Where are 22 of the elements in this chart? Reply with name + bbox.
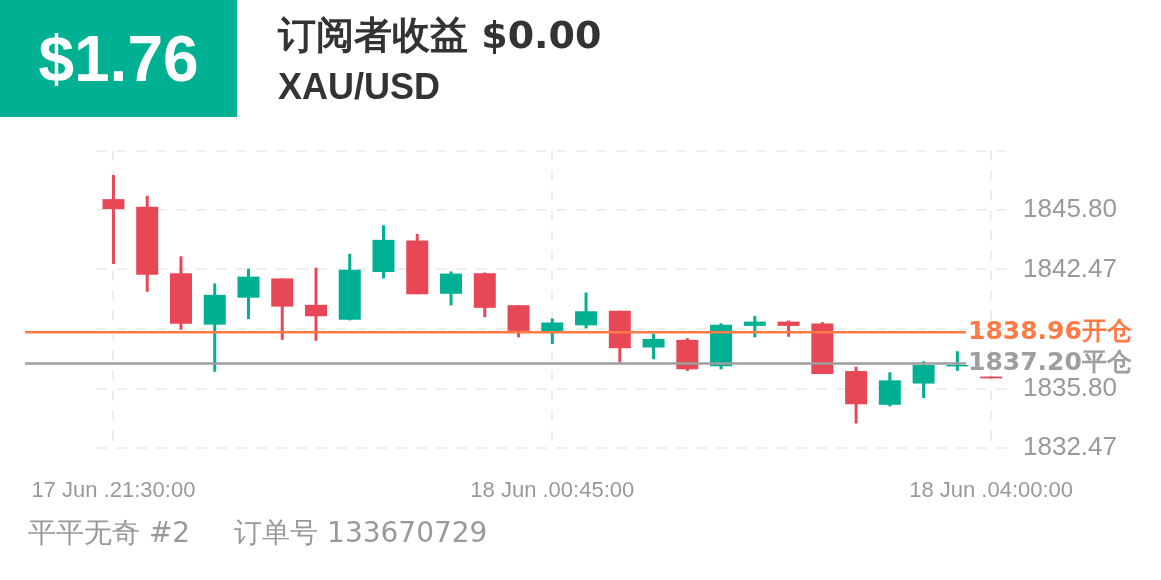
y-tick-label: 1845.80 (1023, 193, 1117, 224)
candlestick (102, 175, 125, 264)
candlestick (541, 318, 564, 344)
candlestick (575, 292, 598, 329)
chart-title: 订阅者收益 $0.00 (278, 12, 602, 59)
candlestick (912, 361, 935, 399)
y-tick-label: 1842.47 (1023, 252, 1117, 283)
text: $1.76 (0, 0, 237, 117)
x-tick-label: 18 Jun .04:00:00 (909, 477, 1074, 503)
ref-line-label: 1838.96开仓 (968, 315, 1132, 345)
candlestick (440, 271, 463, 306)
candlestick (642, 333, 665, 360)
x-tick-label: 18 Jun .00:45:00 (470, 477, 635, 503)
text: 平平无奇 #2 (28, 515, 191, 551)
candlestick (743, 314, 766, 338)
x-tick-label: 17 Jun .21:30:00 (31, 477, 196, 503)
text: 订单号 133670729 (234, 515, 488, 551)
chart-subtitle: XAU/USD (278, 66, 441, 108)
candlestick (305, 267, 327, 341)
ref-line-label: 1837.20平仓 (968, 347, 1132, 377)
candlestick (237, 268, 260, 321)
y-tick-label: 1832.47 (1023, 431, 1117, 462)
